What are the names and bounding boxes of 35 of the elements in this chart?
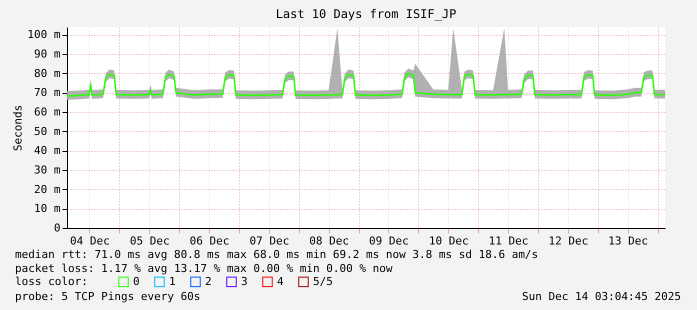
x-tick-label: 11 Dec <box>488 234 528 248</box>
y-tick-label: 10 m <box>34 202 61 216</box>
text: probe: 5 TCP Pings every 60s <box>15 290 200 303</box>
legend-label: 4 <box>277 274 284 288</box>
legend-label: 2 <box>205 274 212 288</box>
y-tick-label: 0 <box>54 222 60 234</box>
x-tick-label: 04 Dec <box>70 234 110 248</box>
x-tick-label: 06 Dec <box>190 234 230 248</box>
y-tick-label: 100 m <box>27 28 61 42</box>
y-tick-label: 80 m <box>34 66 61 80</box>
y-axis-title: Seconds <box>11 104 24 152</box>
y-tick-label: 60 m <box>34 106 61 119</box>
y-tick-label: 30 m <box>34 164 61 177</box>
y-tick-label: 20 m <box>34 182 61 196</box>
y-tick-label: 70 m <box>34 86 61 100</box>
text: packet loss: 1.17 % avg 13.17 % max 0.00 % min 0.00 % now <box>15 262 393 275</box>
y-tick-label: 40 m <box>34 144 61 158</box>
legend-title: loss color: <box>15 275 88 288</box>
x-tick-label: 05 Dec <box>130 234 170 248</box>
legend-label: 0 <box>133 274 140 288</box>
x-tick-label: 10 Dec <box>428 234 469 248</box>
legend-label: 5/5 <box>313 274 333 288</box>
y-tick-label: 50 m <box>34 124 61 138</box>
x-tick-label: 08 Dec <box>309 234 349 248</box>
line-series <box>66 72 666 97</box>
y-tick-label: 90 m <box>34 48 61 61</box>
x-tick-label: 13 Dec <box>608 234 648 248</box>
text: median rtt: 71.0 ms avg 80.8 ms max 68.0 ms min 69.2 ms now 3.8 ms sd 18.6 am/s <box>15 248 538 261</box>
x-tick-label: 07 Dec <box>249 234 290 248</box>
x-tick-label: 12 Dec <box>548 234 588 248</box>
legend-label: 3 <box>241 274 248 288</box>
x-tick-label: 09 Dec <box>369 234 409 248</box>
legend-label: 1 <box>169 274 176 288</box>
text: Sun Dec 14 03:04:45 2025 <box>522 290 681 303</box>
chart-title: Last 10 Days from ISIF_JP <box>276 7 456 21</box>
